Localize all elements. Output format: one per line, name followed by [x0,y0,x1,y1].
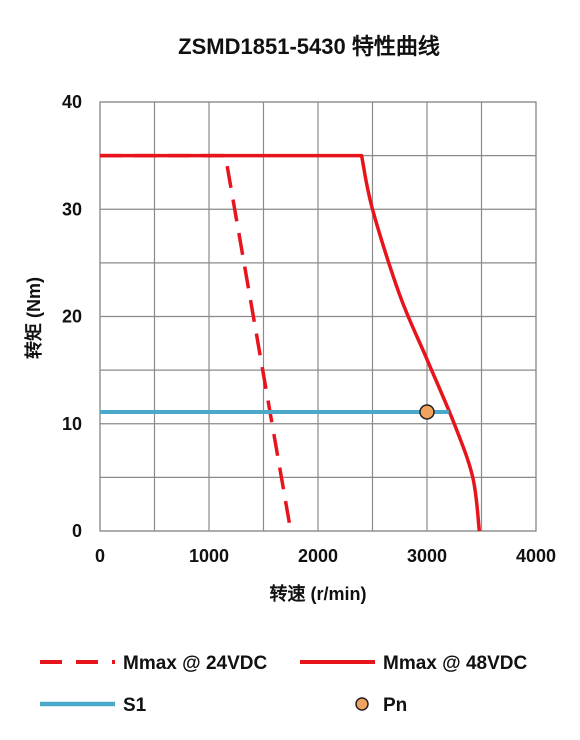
x-tick-label: 3000 [407,546,447,566]
legend-item: Pn [355,695,407,716]
series-marker-pn [419,404,435,420]
series-layer [100,153,482,532]
series-line-0 [100,153,293,532]
series-line-1 [100,153,482,532]
legend-label: Mmax @ 24VDC [123,653,267,674]
legend-label: Pn [383,695,407,716]
y-tick-labels: 0 10 20 30 40 [62,92,82,541]
y-tick-label: 40 [62,92,82,112]
legend-swatch [355,697,369,711]
x-tick-label: 1000 [189,546,229,566]
legend-item: S1 [40,695,147,716]
x-tick-label: 4000 [516,546,556,566]
plot-border [99,101,537,532]
legend: Mmax @ 24VDC Mmax @ 48VDC S1 Pn [40,653,527,716]
x-tick-labels: 0 1000 2000 3000 4000 [95,546,556,566]
legend-label: Mmax @ 48VDC [383,653,527,674]
legend-label: S1 [123,695,147,716]
x-tick-label: 2000 [298,546,338,566]
plot-frame [99,101,537,532]
chart-title: ZSMD1851-5430 特性曲线 [178,34,440,59]
x-axis-title: 转速 (r/min) [270,583,367,604]
legend-item: Mmax @ 24VDC [40,653,267,674]
x-tick-label: 0 [95,546,105,566]
y-axis-title: 转矩 (Nm) [23,277,44,359]
y-tick-label: 20 [62,307,82,327]
y-tick-label: 10 [62,414,82,434]
legend-item: Mmax @ 48VDC [300,653,527,674]
y-tick-label: 0 [72,521,82,541]
y-tick-label: 30 [62,199,82,219]
